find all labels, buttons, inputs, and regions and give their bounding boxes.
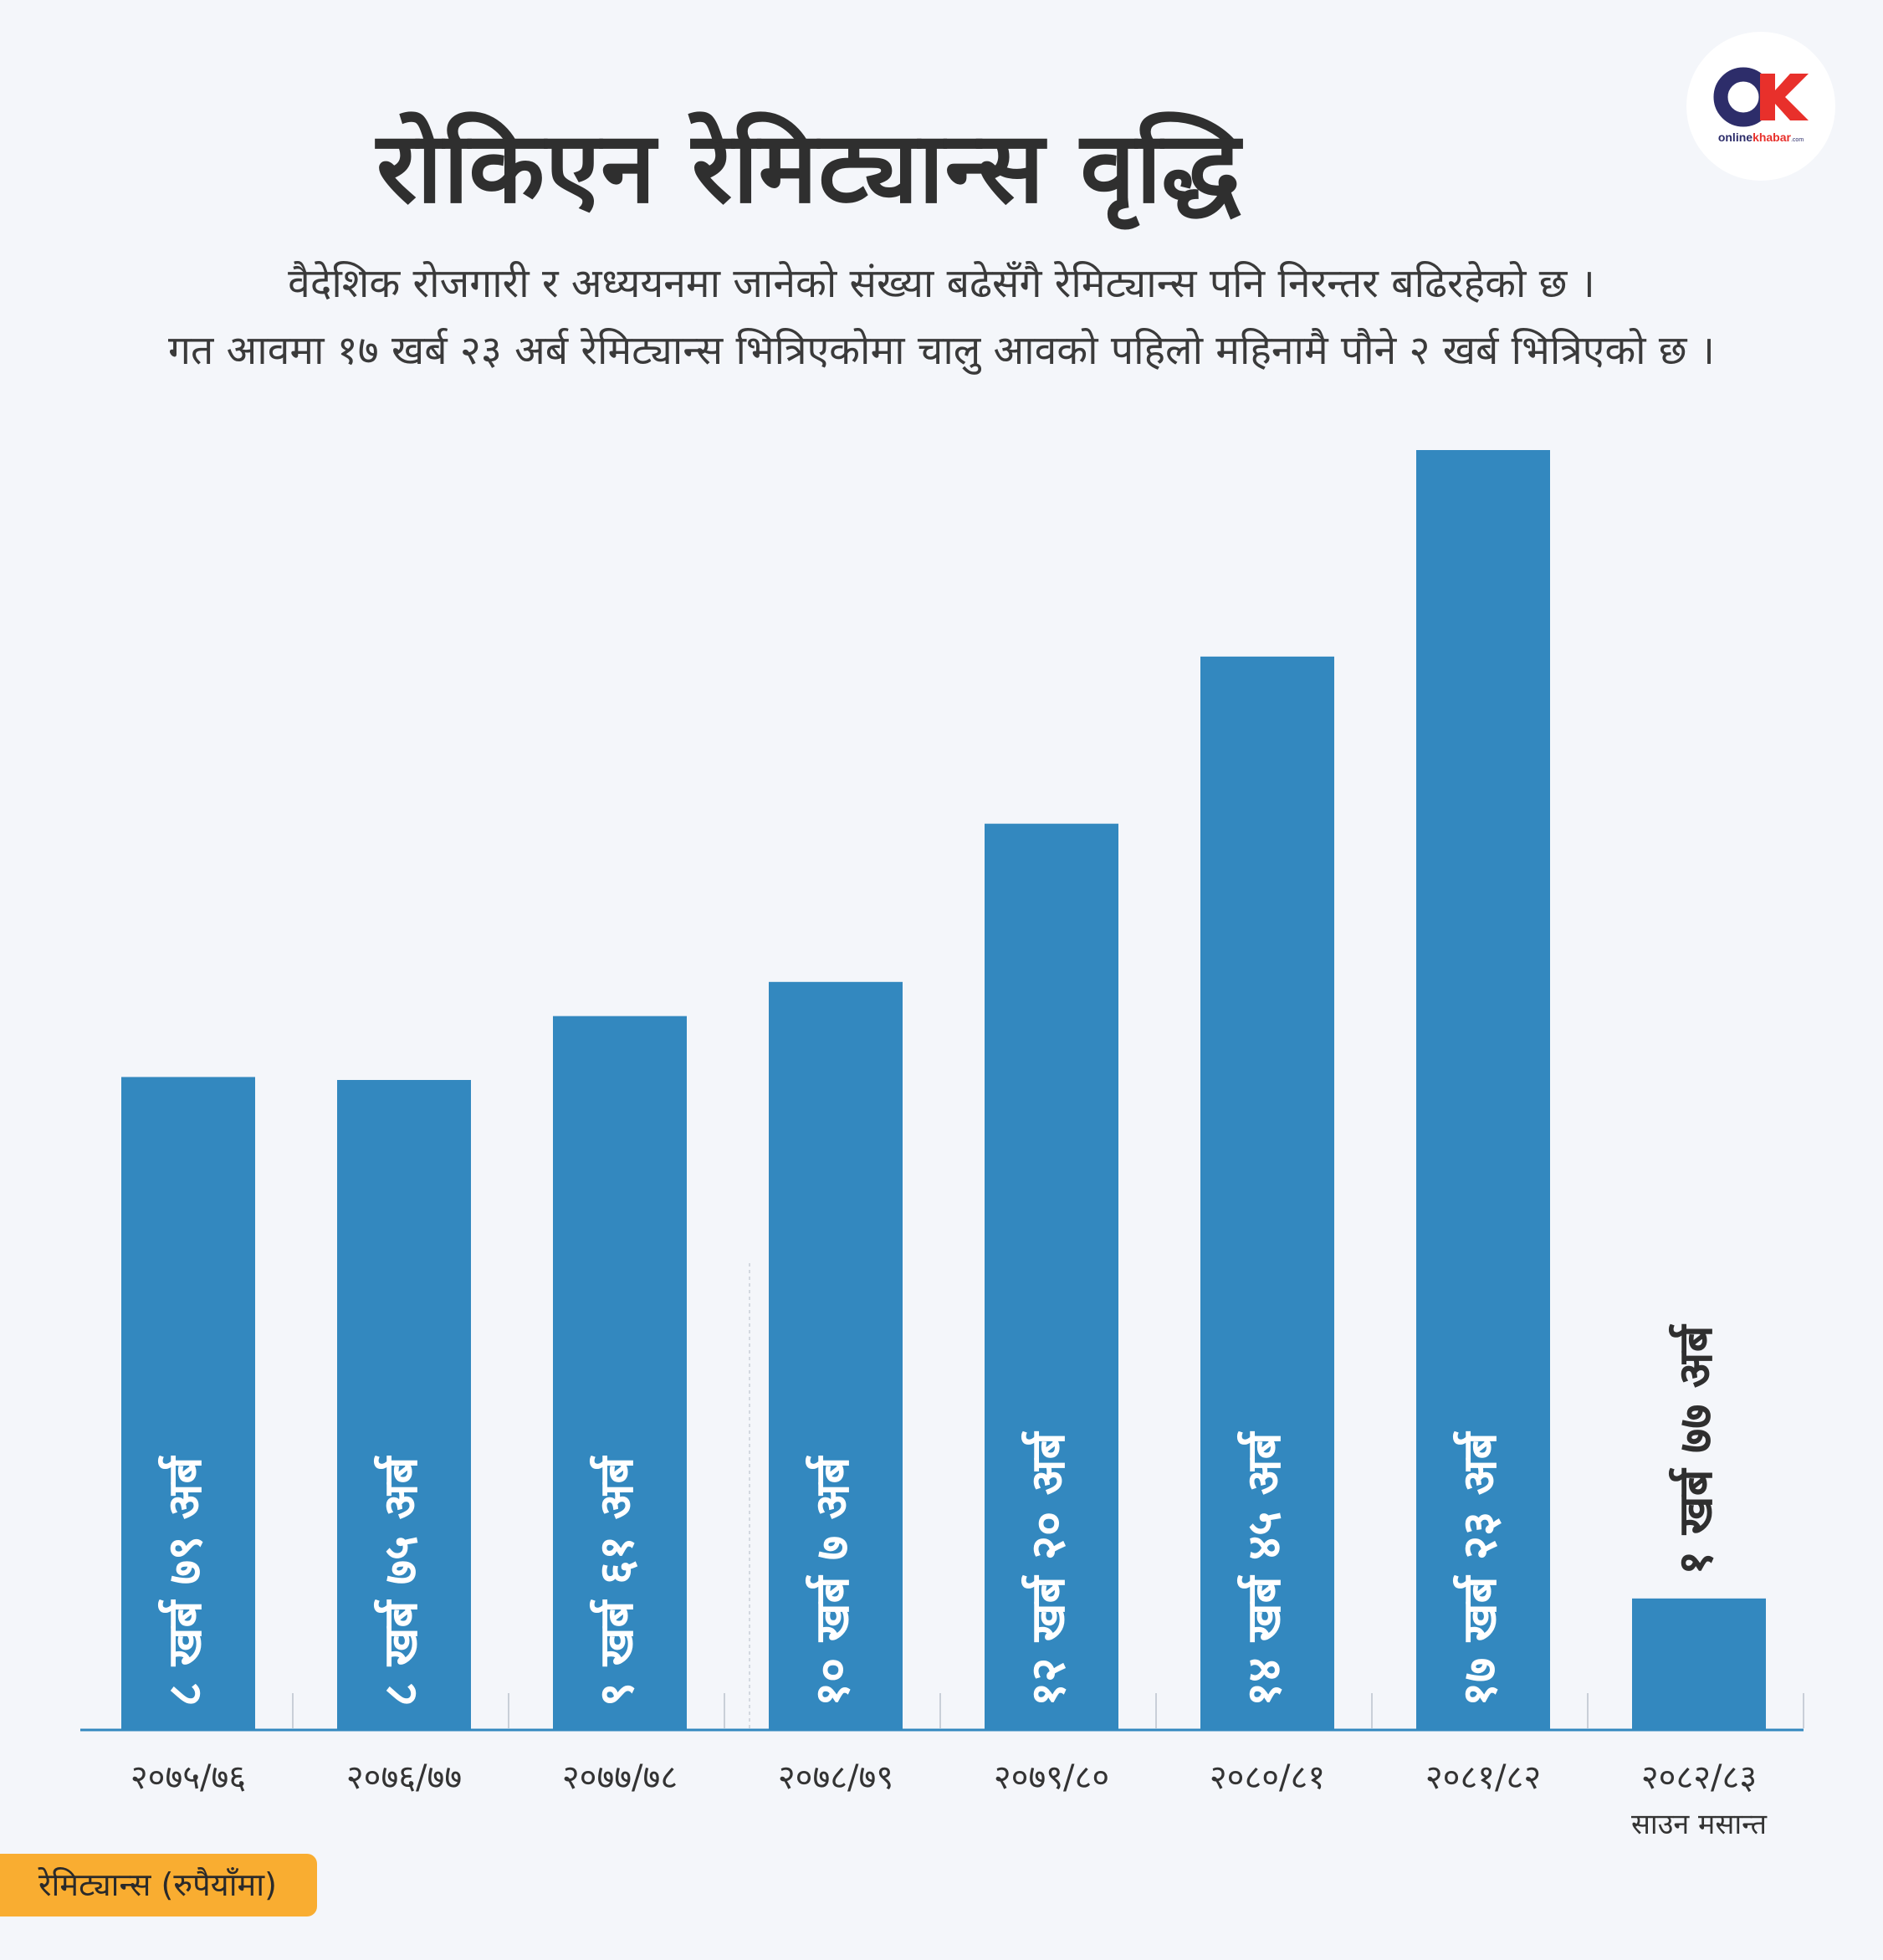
bar-value-label: ९ खर्ब ६१ अर्ब: [589, 1456, 644, 1707]
bar-1: [121, 1077, 255, 1730]
ok-logo-mark-icon: [1713, 67, 1809, 127]
bar-value-label: १० खर्ब ७ अर्ब: [805, 1456, 860, 1707]
x-tick-label: २०७८/७९: [778, 1758, 893, 1797]
chart-title: रोकिएन रेमिट्यान्स वृद्धि: [376, 110, 1241, 225]
x-tick-label: २०८०/८१: [1210, 1758, 1325, 1797]
bar-value-label: १७ खर्ब २३ अर्ब: [1452, 1430, 1507, 1707]
legend-badge: रेमिट्यान्स (रुपैयाँमा): [0, 1854, 317, 1917]
bar-5: [985, 823, 1118, 1730]
x-tick-label: २०७६/७७: [346, 1758, 462, 1797]
bar-value-label: ८ खर्ब ७९ अर्ब: [157, 1456, 212, 1707]
bar-value-label: १ खर्ब ७७ अर्ब: [1668, 1323, 1723, 1574]
bar-3: [553, 1016, 687, 1730]
x-tick-label: २०७५/७६: [130, 1758, 246, 1797]
x-tick-label: २०७९/८०: [994, 1758, 1109, 1797]
onlinekhabar-logo: onlinekhabar.com: [1686, 32, 1835, 181]
bar-4: [769, 981, 903, 1730]
x-tick-label: २०८१/८२: [1425, 1758, 1541, 1797]
x-tick-label: २०७७/७८: [562, 1758, 678, 1797]
bar-8: [1632, 1598, 1766, 1730]
bar-value-label: १४ खर्ब ४५ अर्ब: [1236, 1430, 1292, 1707]
subtitle-line-2: गत आवमा १७ खर्ब २३ अर्ब रेमिट्यान्स भित्…: [168, 327, 1715, 374]
bar-value-label: ८ खर्ब ७५ अर्ब: [373, 1456, 428, 1707]
bar-2: [337, 1080, 471, 1730]
bar-7: [1416, 450, 1550, 1730]
bar-value-label: १२ खर्ब २० अर्ब: [1021, 1430, 1076, 1707]
logo-wordmark: onlinekhabar.com: [1717, 130, 1804, 144]
x-tick-note: साउन मसान्त: [1631, 1808, 1768, 1841]
bar-6: [1200, 656, 1334, 1730]
subtitle-line-1: वैदेशिक रोजगारी र अध्ययनमा जानेको संख्या…: [288, 260, 1595, 307]
x-tick-label: २०८२/८३: [1641, 1758, 1757, 1797]
